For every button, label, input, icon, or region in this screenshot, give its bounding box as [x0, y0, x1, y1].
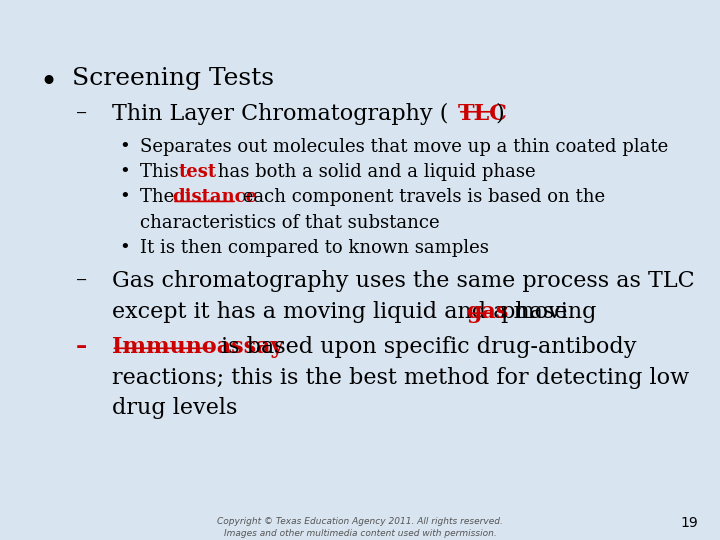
Text: distance: distance: [172, 188, 257, 206]
Text: Copyright © Texas Education Agency 2011. All rights reserved.
Images and other m: Copyright © Texas Education Agency 2011.…: [217, 517, 503, 538]
Text: each component travels is based on the: each component travels is based on the: [237, 188, 605, 206]
Text: Separates out molecules that move up a thin coated plate: Separates out molecules that move up a t…: [140, 138, 669, 156]
Text: Gas chromatography uses the same process as TLC: Gas chromatography uses the same process…: [112, 270, 694, 292]
Text: •: •: [119, 138, 130, 156]
Text: –: –: [76, 336, 87, 358]
Text: –: –: [76, 270, 86, 292]
Text: phase: phase: [494, 301, 567, 323]
Text: characteristics of that substance: characteristics of that substance: [140, 214, 440, 232]
Text: Thin Layer Chromatography (: Thin Layer Chromatography (: [112, 103, 448, 125]
Text: Screening Tests: Screening Tests: [72, 68, 274, 91]
Text: is based upon specific drug-antibody: is based upon specific drug-antibody: [214, 336, 636, 358]
Text: The: The: [140, 188, 181, 206]
Text: reactions; this is the best method for detecting low: reactions; this is the best method for d…: [112, 367, 689, 389]
Text: Immunoassay: Immunoassay: [112, 336, 283, 358]
Text: except it has a moving liquid and a moving: except it has a moving liquid and a movi…: [112, 301, 603, 323]
Text: •: •: [119, 163, 130, 181]
Text: test: test: [179, 163, 217, 181]
Text: TLC: TLC: [458, 103, 508, 125]
Text: •: •: [119, 188, 130, 206]
Text: –: –: [76, 103, 86, 125]
Text: 19: 19: [680, 516, 698, 530]
Text: This: This: [140, 163, 185, 181]
Text: •: •: [40, 68, 58, 98]
Text: It is then compared to known samples: It is then compared to known samples: [140, 239, 490, 256]
Text: has both a solid and a liquid phase: has both a solid and a liquid phase: [212, 163, 535, 181]
Text: ): ): [495, 103, 504, 125]
Text: drug levels: drug levels: [112, 397, 237, 420]
Text: •: •: [119, 239, 130, 256]
Text: gas: gas: [467, 301, 509, 323]
